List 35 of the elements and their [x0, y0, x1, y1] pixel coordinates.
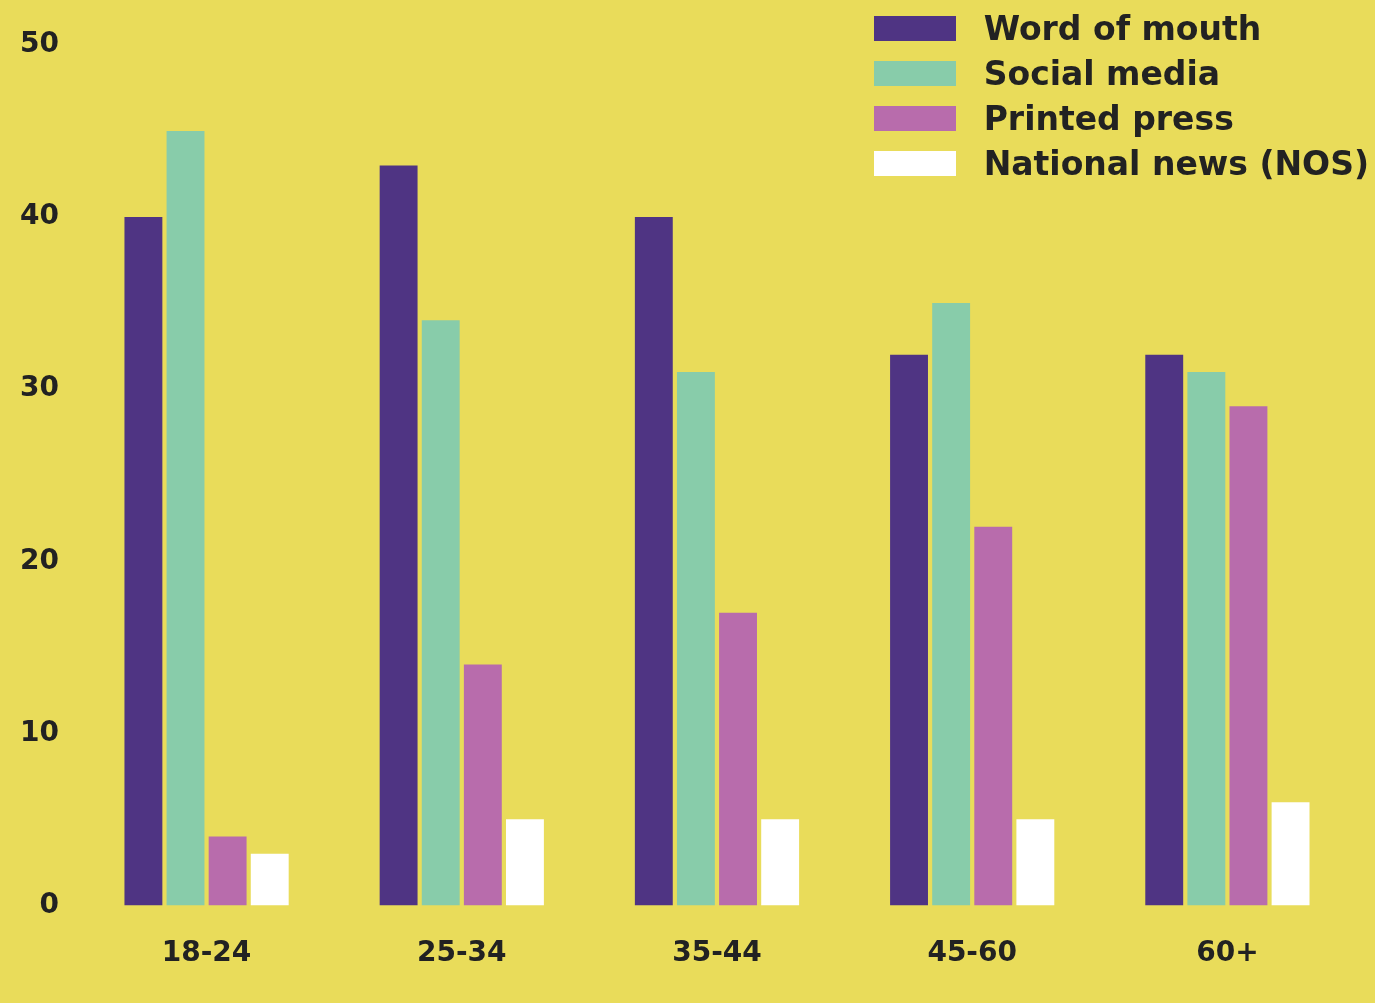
x-tick-label: 60+ [1196, 935, 1259, 969]
bar [890, 354, 928, 906]
bar [379, 165, 418, 906]
y-tick-label: 10 [20, 714, 59, 748]
y-tick-label: 0 [39, 886, 59, 920]
bar [1271, 802, 1310, 906]
bar [761, 819, 800, 906]
x-tick-label: 25-34 [416, 935, 507, 969]
bar [1145, 354, 1184, 906]
legend-label: Word of mouth [983, 8, 1262, 48]
y-tick-label: 50 [20, 26, 59, 60]
bar [208, 836, 247, 906]
x-tick-label: 18-24 [161, 935, 252, 969]
y-tick-label: 40 [20, 198, 59, 232]
bar [719, 612, 757, 906]
y-tick-label: 20 [20, 542, 59, 576]
legend-label: Social media [983, 53, 1221, 93]
bar [124, 217, 163, 906]
legend-label: National news (NOS) [983, 143, 1369, 183]
bar [1016, 819, 1055, 906]
bar [1229, 406, 1268, 906]
legend-label: Printed press [983, 98, 1234, 138]
bar [932, 303, 971, 906]
y-tick-label: 30 [20, 370, 59, 404]
bar [634, 217, 673, 906]
bar [505, 819, 544, 906]
bar [676, 371, 715, 906]
bar [463, 664, 502, 906]
bar [974, 526, 1013, 906]
x-tick-label: 35-44 [672, 935, 762, 969]
bar [166, 131, 205, 906]
x-tick-label: 45-60 [927, 935, 1017, 969]
bar [1187, 371, 1226, 906]
bar [250, 853, 289, 906]
bar [421, 320, 460, 906]
